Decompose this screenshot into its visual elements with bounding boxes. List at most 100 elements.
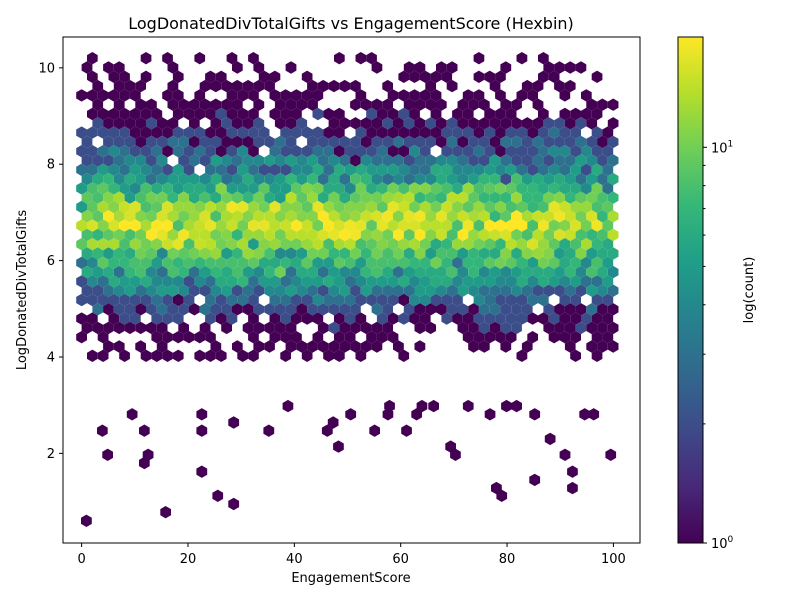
hexbin-cell xyxy=(521,340,533,353)
hexbin-cell xyxy=(543,321,555,335)
hexbin-cell xyxy=(167,61,179,74)
hexbin-cell xyxy=(328,265,340,279)
hexbin-cell xyxy=(425,191,436,204)
hexbin-cell xyxy=(258,275,270,288)
hexbin-cell xyxy=(178,154,189,167)
hexbin-cell xyxy=(376,256,388,269)
hexbin-cell xyxy=(274,321,286,335)
hexbin-cell xyxy=(167,247,179,260)
hexbin-cell xyxy=(559,448,571,461)
hexbin-cell xyxy=(172,293,184,307)
hexbin-cell xyxy=(274,284,286,297)
hexbin-cell xyxy=(371,210,383,223)
hexbin-cell xyxy=(226,145,238,158)
hexbin-cell xyxy=(312,126,324,139)
hexbin-cell xyxy=(505,200,517,214)
hexbin-cell xyxy=(76,182,87,195)
hexbin-cell xyxy=(559,163,571,176)
hexbin-cell xyxy=(317,79,329,93)
hexbin-cell xyxy=(544,432,556,446)
hexbin-cell xyxy=(605,448,617,461)
hexbin-cell xyxy=(591,275,603,288)
hexbin-cell xyxy=(215,182,227,195)
hexbin-cell xyxy=(376,107,388,121)
hexbin-cell xyxy=(87,238,98,251)
hexbin-cell xyxy=(387,256,399,269)
hexbin-cell xyxy=(327,416,339,429)
hexbin-cell xyxy=(103,265,114,279)
hexbin-cell xyxy=(416,399,428,413)
hexbin-cell xyxy=(253,135,265,149)
hexbin-cell xyxy=(468,191,479,204)
hexbin-cell xyxy=(92,321,104,335)
hexbin-cell xyxy=(462,219,474,232)
hexbin-cell xyxy=(135,210,146,223)
hexbin-cell xyxy=(194,52,206,65)
hexbin-cell xyxy=(382,247,393,260)
hexbin-cell xyxy=(113,303,125,316)
hexbin-cell xyxy=(135,79,146,93)
hexbin-cell xyxy=(140,238,152,251)
hexbin-cell xyxy=(81,284,93,297)
hexbin-cell xyxy=(607,172,619,186)
hexbin-cell xyxy=(129,256,141,269)
hexbin-cell xyxy=(419,200,431,214)
hexbin-cell xyxy=(495,182,506,195)
hexbin-cell xyxy=(124,191,136,204)
hexbin-cell xyxy=(597,210,608,223)
hexbin-cell xyxy=(156,154,168,167)
hexbin-cell xyxy=(398,312,410,325)
hexbin-cell xyxy=(76,312,87,325)
hexbin-cell xyxy=(328,79,340,93)
hexbin-cell xyxy=(237,219,249,232)
hexbin-cell xyxy=(205,219,216,232)
hexbin-cell xyxy=(232,303,243,316)
hexbin-cell xyxy=(97,349,109,362)
hexbin-cell xyxy=(328,340,340,353)
hexbin-cell xyxy=(559,145,571,158)
hexbin-cell xyxy=(500,117,512,130)
hexbin-cell xyxy=(205,275,216,288)
hexbin-cell xyxy=(92,172,104,186)
hexbin-cell xyxy=(334,200,345,214)
hexbin-cell xyxy=(441,219,453,232)
hexbin-cell xyxy=(360,284,372,297)
hexbin-cell xyxy=(248,238,259,251)
hexbin-cell xyxy=(478,117,490,130)
hexbin-cell xyxy=(495,312,506,325)
hexbin-cell xyxy=(554,321,565,335)
hexbin-cell xyxy=(285,340,297,353)
hexbin-cell xyxy=(312,107,324,121)
hexbin-cell xyxy=(478,191,490,204)
hexbin-cell xyxy=(258,256,270,269)
hexbin-cell xyxy=(371,321,383,335)
hexbin-cell xyxy=(586,247,598,260)
hexbin-cell xyxy=(162,312,173,325)
hexbin-cell xyxy=(339,340,351,353)
hexbin-cell xyxy=(87,200,98,214)
hexbin-cell xyxy=(591,331,603,344)
hexbin-cell xyxy=(607,284,619,297)
hexbin-cell xyxy=(183,293,195,307)
hexbin-cell xyxy=(172,238,184,251)
hexbin-cell xyxy=(194,200,206,214)
x-tick-label: 100 xyxy=(601,552,626,567)
hexbin-cell xyxy=(468,265,479,279)
hexbin-cell xyxy=(226,182,238,195)
hexbin-cell xyxy=(564,117,576,130)
hexbin-cell xyxy=(124,117,136,130)
hexbin-cell xyxy=(441,312,453,325)
hexbin-cell xyxy=(575,154,587,167)
hexbin-cell xyxy=(344,293,356,307)
hexbin-cell xyxy=(473,70,485,83)
hexbin-cell xyxy=(135,340,146,353)
hexbin-cell xyxy=(97,145,109,158)
hexbin-cell xyxy=(140,126,152,139)
colorbar xyxy=(677,36,704,544)
hexbin-cell xyxy=(371,265,383,279)
hexbin-cell xyxy=(586,117,598,130)
hexbin-cell xyxy=(575,265,587,279)
hexbin-cell xyxy=(462,182,474,195)
hexbin-cell xyxy=(521,247,533,260)
hexbin-cell xyxy=(162,256,173,269)
